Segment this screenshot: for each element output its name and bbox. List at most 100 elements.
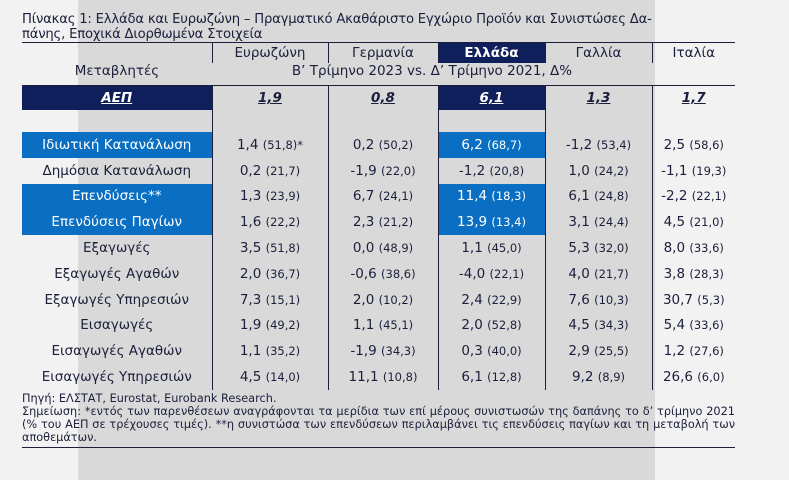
value-cell: 1,6 (22,2) <box>211 209 328 236</box>
growth-value: 0,0 <box>352 240 375 257</box>
row-label: Δημόσια Κατανάλωση <box>42 162 192 179</box>
share-value: (51,8) <box>265 241 301 256</box>
data-table: Ευρωζώνη Γερμανία Ελλάδα Γαλλία Ιταλία Μ… <box>22 43 735 390</box>
growth-value: -0,6 <box>350 265 377 282</box>
growth-value: 13,9 <box>457 214 488 231</box>
share-value: (15,1) <box>265 292 301 307</box>
value-cell: 1,9 (49,2) <box>211 312 328 339</box>
growth-value: 4,0 <box>568 265 590 282</box>
share-value: (45,1) <box>378 318 414 333</box>
share-value: (22,2) <box>265 215 301 230</box>
growth-value: 6,7 <box>352 188 375 205</box>
value-cell: 2,0 (52,8) <box>437 312 546 339</box>
share-value: (52,8) <box>487 318 522 333</box>
growth-value: -1,2 <box>565 136 593 153</box>
footnotes: Πηγή: ΕΛΣΤΑΤ, Eurostat, Eurobank Researc… <box>22 392 735 444</box>
value-cell: 4,5 (34,3) <box>544 312 652 339</box>
header-blank <box>22 43 212 63</box>
value-cell: -4,0 (22,1) <box>437 260 546 287</box>
growth-value: 4,5 <box>239 369 262 386</box>
col-header-germany: Γερμανία <box>327 43 438 63</box>
gdp-value: 0,8 <box>371 90 395 106</box>
row-label: Εξαγωγές Υπηρεσιών <box>44 291 190 308</box>
growth-value: 2,0 <box>352 291 375 308</box>
gdp-value: 1,3 <box>586 90 611 106</box>
variables-label: Μεταβλητές <box>74 63 160 79</box>
growth-value: -2,2 <box>661 188 688 205</box>
value-cell: -0,6 (38,6) <box>327 260 438 287</box>
growth-value: 7,6 <box>568 291 590 308</box>
growth-value: 26,6 <box>662 369 693 386</box>
growth-value: 5,3 <box>568 240 590 257</box>
share-value: (28,3) <box>689 266 724 281</box>
source-note: Πηγή: ΕΛΣΤΑΤ, Eurostat, Eurobank Researc… <box>22 391 277 405</box>
col-header-greece: Ελλάδα <box>437 43 545 63</box>
value-cell: 5,4 (33,6) <box>651 312 735 339</box>
table-row: Εισαγωγές Αγαθών 1,1 (35,2) -1,9 (34,3) 0,3… <box>22 338 735 365</box>
growth-value: 1,6 <box>239 214 262 231</box>
value-cell: 9,2 (8,9) <box>544 364 652 390</box>
value-cell: 30,7 (5,3) <box>651 286 735 313</box>
table-container: Πίνακας 1: Ελλάδα και Ευρωζώνη – Πραγματ… <box>22 12 735 448</box>
table-row: Δημόσια Κατανάλωση 0,2 (21,7) -1,9 (22,0) -… <box>22 157 735 184</box>
growth-value: 2,0 <box>239 265 262 282</box>
value-cell: 6,1 (24,8) <box>544 183 652 210</box>
col-header-italy: Ιταλία <box>651 43 735 63</box>
value-cell: 13,9 (13,4) <box>437 209 546 236</box>
value-cell: -1,1 (19,3) <box>651 157 735 184</box>
row-label: Επενδύσεις Παγίων <box>22 209 212 236</box>
value-cell: 1,3 (23,9) <box>211 183 328 210</box>
value-cell: 6,1 (12,8) <box>437 364 546 390</box>
header-row: Ευρωζώνη Γερμανία Ελλάδα Γαλλία Ιταλία <box>22 43 735 63</box>
value-cell: 2,9 (25,5) <box>544 338 652 365</box>
share-value: (40,0) <box>487 344 522 359</box>
share-value: (45,0) <box>487 241 522 256</box>
share-value: (34,3) <box>594 318 629 333</box>
growth-value: 1,1 <box>461 240 483 257</box>
value-cell: 6,2 (68,7) <box>437 132 546 158</box>
growth-value: 30,7 <box>662 291 693 308</box>
share-value: (25,5) <box>594 344 629 359</box>
value-cell: 3,8 (28,3) <box>651 260 735 287</box>
value-cell: -2,2 (22,1) <box>651 183 735 210</box>
value-cell: 2,0 (36,7) <box>211 260 328 287</box>
row-label: Εισαγωγές Αγαθών <box>51 343 183 360</box>
share-value: (24,1) <box>378 189 414 204</box>
share-value: (21,2) <box>378 215 414 230</box>
growth-value: 9,2 <box>571 369 594 386</box>
title-line-1: Πίνακας 1: Ελλάδα και Ευρωζώνη – Πραγματ… <box>22 12 652 27</box>
gdp-label: ΑΕΠ <box>101 90 133 106</box>
table-title: Πίνακας 1: Ελλάδα και Ευρωζώνη – Πραγματ… <box>22 12 735 42</box>
value-cell: 3,5 (51,8) <box>211 235 328 261</box>
share-value: (58,6) <box>689 137 724 152</box>
growth-value: 2,0 <box>461 317 483 334</box>
col-header-france: Γαλλία <box>544 43 652 63</box>
growth-value: 2,3 <box>352 214 375 231</box>
row-label: Εισαγωγές Υπηρεσιών <box>41 369 192 386</box>
share-value: (49,2) <box>265 318 301 333</box>
share-value: (19,3) <box>691 163 727 178</box>
value-cell: 1,2 (27,6) <box>651 338 735 365</box>
share-value: (22,9) <box>487 292 522 307</box>
share-value: (32,0) <box>594 241 629 256</box>
growth-value: 11,1 <box>348 369 379 386</box>
value-cell: 5,3 (32,0) <box>544 235 652 261</box>
share-value: (38,6) <box>381 266 416 281</box>
value-cell: 1,1 (35,2) <box>211 338 328 365</box>
share-value: (48,9) <box>378 241 414 256</box>
growth-value: 7,3 <box>239 291 262 308</box>
share-value: (24,4) <box>594 215 629 230</box>
value-cell: 7,3 (15,1) <box>211 286 328 313</box>
value-cell: 4,5 (14,0) <box>211 364 328 390</box>
value-cell: 0,2 (21,7) <box>211 157 328 184</box>
value-cell: 1,0 (24,2) <box>544 157 652 184</box>
share-value: (21,7) <box>265 163 301 178</box>
share-value: (23,9) <box>265 189 301 204</box>
growth-value: 8,0 <box>663 240 686 257</box>
growth-value: 6,2 <box>461 136 483 153</box>
table-row: Επενδύσεις** 1,3 (23,9) 6,7 (24,1) 11,4 (18… <box>22 183 735 210</box>
value-cell: -1,2 (53,4) <box>544 132 652 158</box>
share-value: (24,8) <box>594 189 629 204</box>
share-value: (18,3) <box>491 189 526 204</box>
share-value: (50,2) <box>378 137 414 152</box>
